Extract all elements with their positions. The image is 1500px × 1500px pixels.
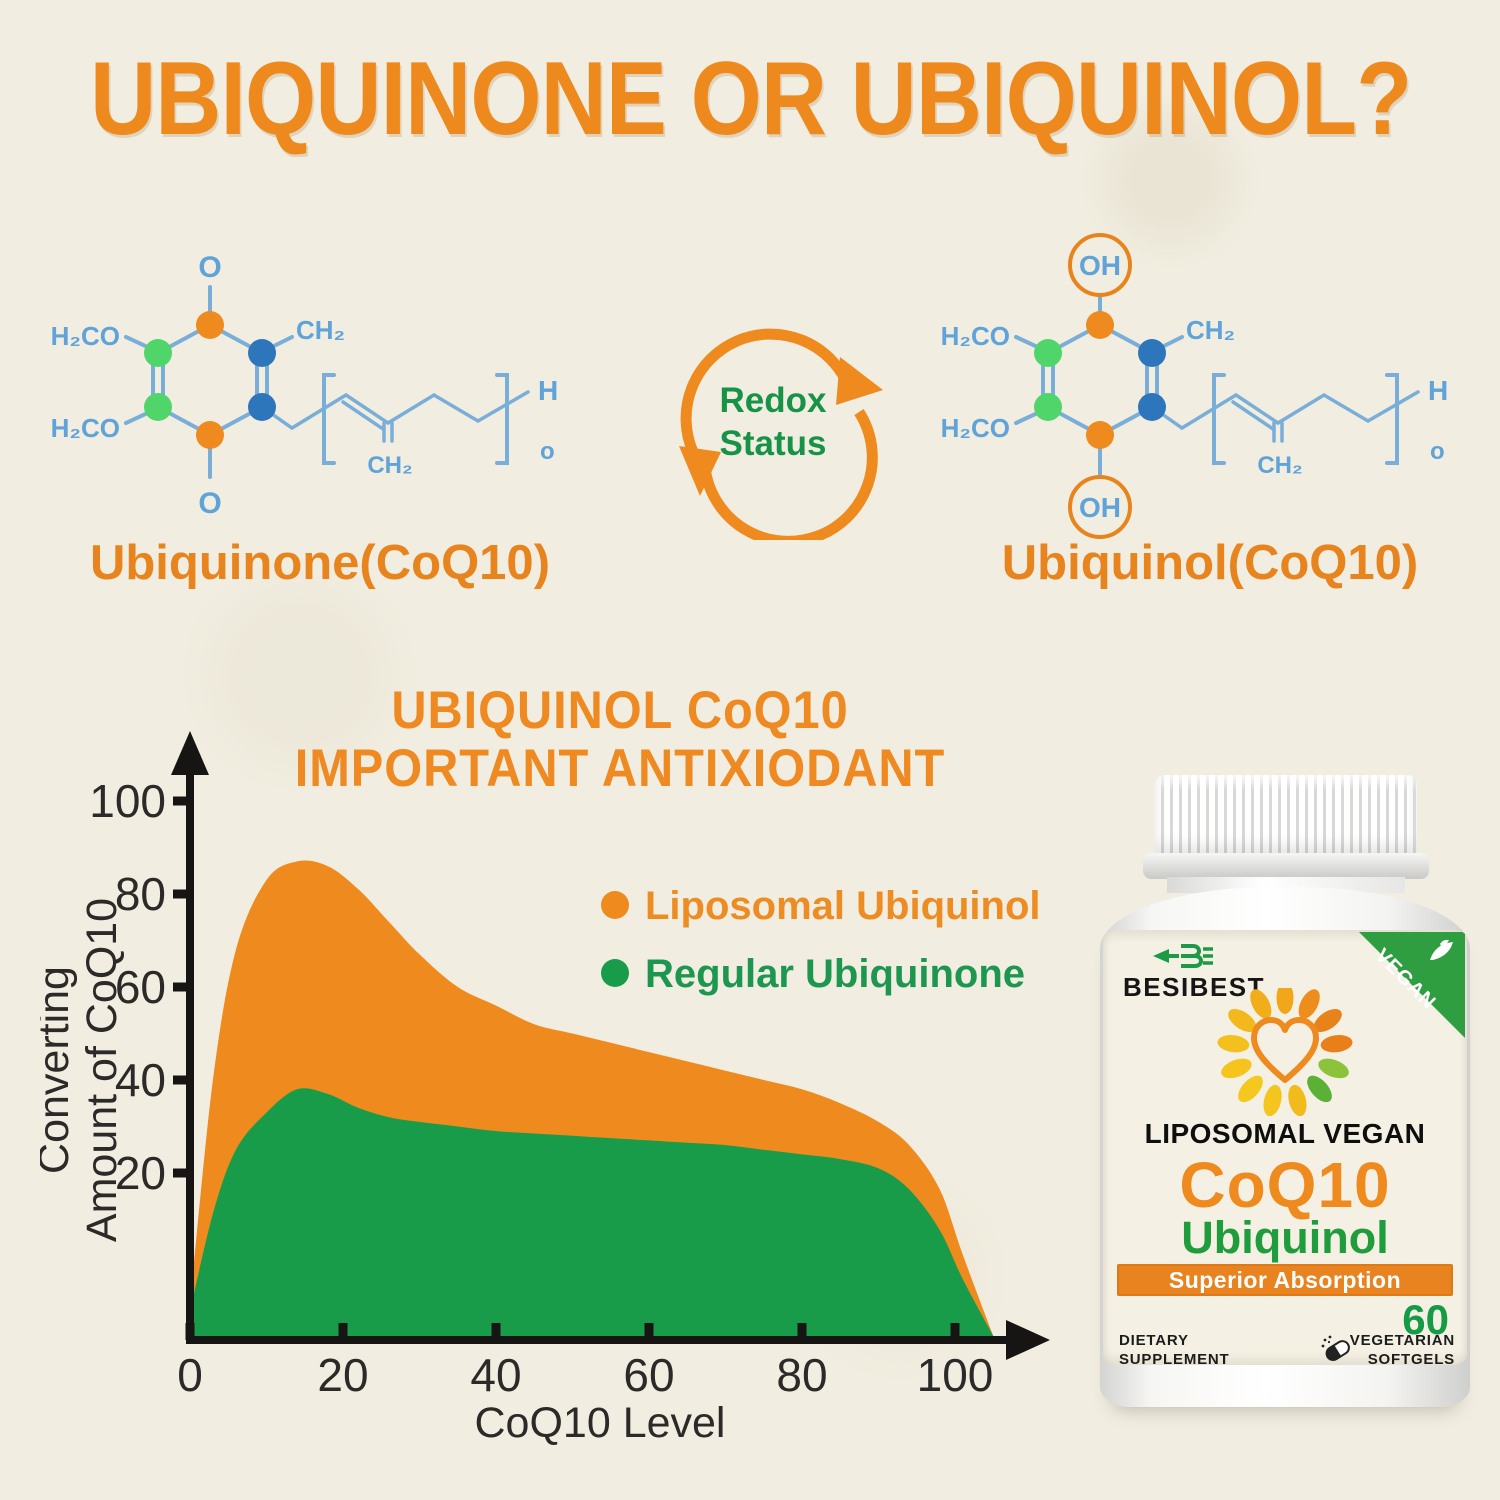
- svg-text:0: 0: [177, 1349, 203, 1401]
- legend-dot-liposomal: [601, 891, 629, 919]
- bottle-cap: [1155, 775, 1417, 855]
- atom-label-chain-ch2: CH₂: [367, 452, 412, 479]
- y-axis-title-line2: Amount of CoQ10: [78, 898, 126, 1242]
- svg-text:60: 60: [623, 1349, 674, 1401]
- legend-label-liposomal: Liposomal Ubiquinol: [645, 884, 1041, 928]
- vegetarian-line: VEGETARIAN: [1349, 1332, 1455, 1349]
- atom-node-bottom: [1086, 421, 1114, 449]
- atom-label-top-oh: OH: [1079, 250, 1121, 281]
- atom-node-lower-right: [248, 393, 276, 421]
- atom-label-top-o: O: [198, 251, 221, 284]
- atom-label-end-h: H: [538, 375, 558, 406]
- ubiquinol-structure-diagram: OH OH H₂CO H₂CO CH₂ CH₂ H o: [941, 233, 1448, 539]
- label-coq10: CoQ10: [1179, 1149, 1391, 1221]
- chart-area-series: [190, 860, 994, 1338]
- atom-label-methoxy-bottom: H₂CO: [941, 413, 1010, 443]
- atom-node-top: [1086, 311, 1114, 339]
- label-ubiquinol: Ubiquinol: [1181, 1212, 1389, 1263]
- redox-arrowhead-bottom: [679, 446, 721, 496]
- atom-label-end-o: o: [540, 438, 555, 465]
- softgel-count: 60: [1402, 1296, 1449, 1343]
- svg-text:60: 60: [115, 961, 166, 1013]
- sunburst-heart-logo: [1217, 988, 1353, 1116]
- ubiquinol-caption: Ubiquinol(CoQ10): [1001, 536, 1419, 590]
- redox-arrowhead-top: [836, 357, 883, 405]
- page-title: UBIQUINONE OR UBIQUINOL?: [90, 41, 1412, 157]
- atom-node-upper-right: [1138, 339, 1166, 367]
- svg-text:20: 20: [317, 1349, 368, 1401]
- atom-node-upper-left: [144, 339, 172, 367]
- chart-title-line2: IMPORTANT ANTIXIODANT: [294, 739, 946, 799]
- svg-text:80: 80: [776, 1349, 827, 1401]
- vegetarian-softgels-text: VEGETARIAN SOFTGELS: [1350, 1332, 1455, 1365]
- atom-label-chain-ch2: CH₂: [1257, 452, 1302, 479]
- legend-dot-regular: [601, 959, 629, 987]
- bottle-cap-lip: [1143, 853, 1429, 879]
- conversion-area-chart: 0 20 40 60 80 100 20 40 60 80 100 CoQ10 Level Con…: [40, 731, 1050, 1447]
- supplement-line: SUPPLEMENT: [1119, 1350, 1230, 1365]
- dietary-line: DIETARY: [1119, 1332, 1189, 1349]
- chart-legend: Liposomal Ubiquinol Regular Ubiquinone: [601, 884, 1041, 996]
- svg-text:40: 40: [115, 1054, 166, 1106]
- area-regular-ubiquinone: [190, 1088, 994, 1338]
- atom-node-upper-left: [1034, 339, 1062, 367]
- chart-title: UBIQUINOL CoQ10 IMPORTANT ANTIXIODANT: [170, 681, 1070, 799]
- leaf-icon: [1430, 939, 1453, 960]
- atom-node-upper-right: [248, 339, 276, 367]
- brand-block: BESIBEST: [1123, 940, 1271, 1003]
- atom-label-bottom-oh: OH: [1079, 492, 1121, 523]
- product-bottle: BESIBEST VEGAN LIPOSOMAL VEGAN CoQ10 Ubi…: [1085, 775, 1485, 1420]
- chart-title-line1: UBIQUINOL CoQ10: [391, 681, 849, 740]
- atom-node-lower-left: [144, 393, 172, 421]
- ubiquinone-caption: Ubiquinone(CoQ10): [89, 536, 551, 590]
- ubiquinone-structure-diagram: O O H₂CO H₂CO CH₂ CH₂ H o: [51, 251, 559, 520]
- brand-name: BESIBEST: [1123, 972, 1266, 1002]
- capsule-icon: [1321, 1335, 1350, 1361]
- atom-label-methyl: CH₂: [296, 315, 345, 345]
- chart-axes: [171, 731, 1050, 1360]
- atom-label-methoxy-top: H₂CO: [941, 321, 1010, 351]
- atom-label-end-o: o: [1430, 438, 1445, 465]
- bottle-label: BESIBEST VEGAN LIPOSOMAL VEGAN CoQ10 Ubi…: [1103, 930, 1467, 1365]
- label-liposomal-vegan: LIPOSOMAL VEGAN: [1144, 1118, 1426, 1149]
- superior-absorption-banner: Superior Absorption: [1117, 1264, 1453, 1296]
- svg-text:40: 40: [470, 1349, 521, 1401]
- atom-label-methoxy-top: H₂CO: [51, 321, 120, 351]
- atom-label-methoxy-bottom: H₂CO: [51, 413, 120, 443]
- atom-label-methyl: CH₂: [1186, 315, 1235, 345]
- atom-node-bottom: [196, 421, 224, 449]
- x-axis-title: CoQ10 Level: [475, 1399, 726, 1447]
- redox-label-line2: Status: [720, 424, 827, 463]
- atom-label-bottom-o: O: [198, 487, 221, 520]
- dietary-supplement-text: DIETARY SUPPLEMENT: [1119, 1332, 1230, 1365]
- legend-label-regular: Regular Ubiquinone: [645, 952, 1025, 996]
- oh-highlight-ring-bottom: [1068, 475, 1132, 539]
- svg-text:20: 20: [115, 1147, 166, 1199]
- atom-node-lower-right: [1138, 393, 1166, 421]
- atom-label-end-h: H: [1428, 375, 1448, 406]
- softgels-line: SOFTGELS: [1367, 1350, 1455, 1365]
- atom-node-top: [196, 311, 224, 339]
- besibest-logo-icon: [1153, 944, 1213, 968]
- y-axis-title-line1: Converting: [40, 966, 78, 1174]
- atom-node-lower-left: [1034, 393, 1062, 421]
- y-axis-ticks: 20 40 60 80 100: [89, 775, 190, 1199]
- svg-text:100: 100: [89, 775, 166, 827]
- bottle-body: BESIBEST VEGAN LIPOSOMAL VEGAN CoQ10 Ubi…: [1100, 887, 1470, 1407]
- redox-cycle-arrows: Redox Status: [679, 328, 883, 540]
- oh-highlight-ring-top: [1068, 233, 1132, 297]
- svg-text:80: 80: [115, 868, 166, 920]
- x-axis-ticks: 0 20 40 60 80 100: [177, 1323, 993, 1401]
- svg-text:100: 100: [917, 1349, 994, 1401]
- redox-label-line1: Redox: [720, 381, 828, 420]
